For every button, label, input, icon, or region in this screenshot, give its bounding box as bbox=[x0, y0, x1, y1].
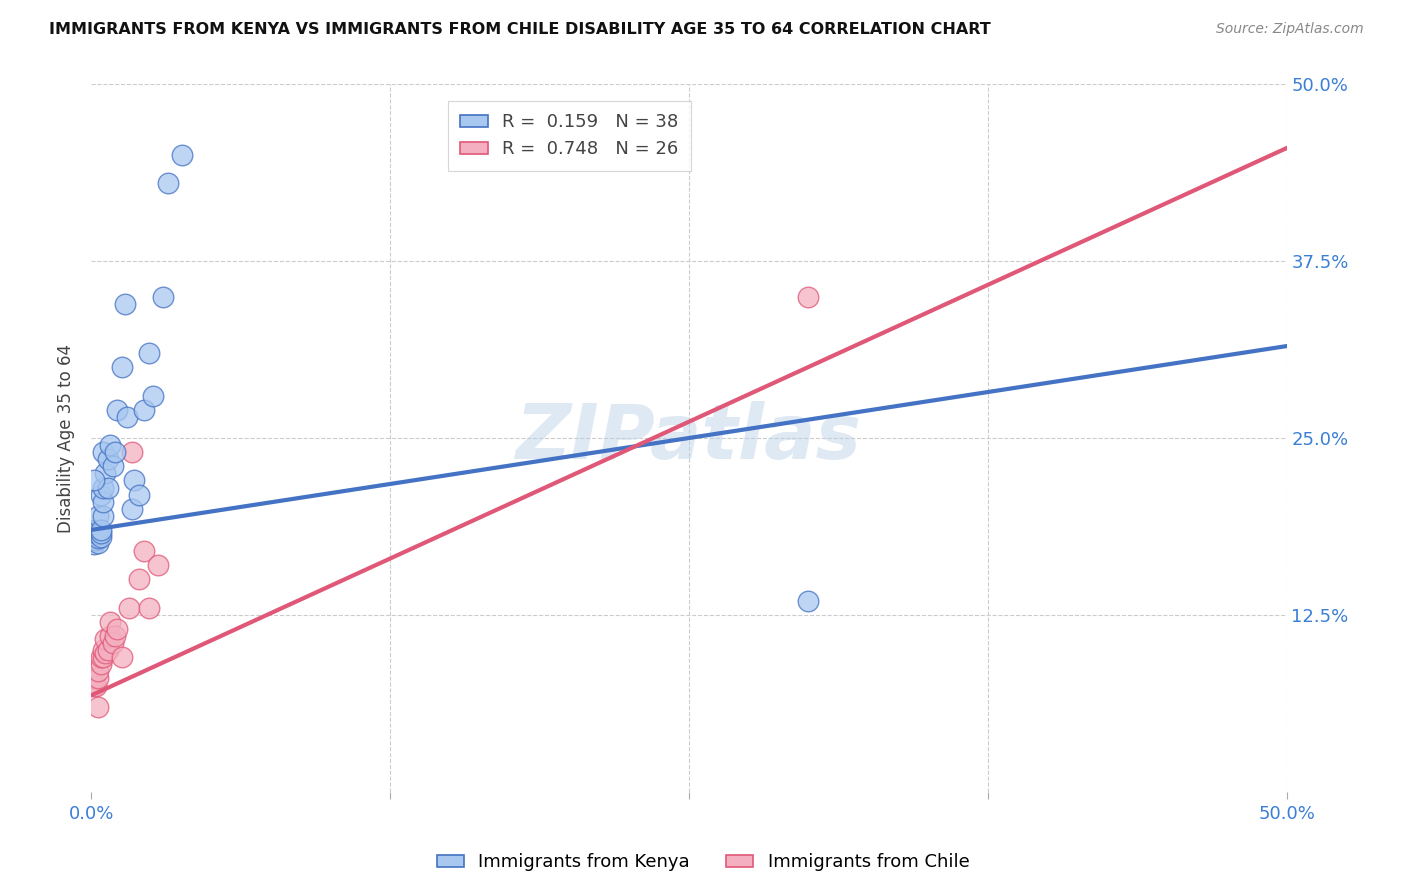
Point bbox=[87, 535, 110, 549]
Point bbox=[152, 289, 174, 303]
Point bbox=[87, 532, 110, 546]
Point bbox=[87, 699, 110, 714]
Point bbox=[87, 523, 110, 537]
Point bbox=[97, 452, 120, 467]
Point bbox=[84, 527, 107, 541]
Point bbox=[132, 402, 155, 417]
Point bbox=[91, 508, 114, 523]
Legend: Immigrants from Kenya, Immigrants from Chile: Immigrants from Kenya, Immigrants from C… bbox=[429, 847, 977, 879]
Point bbox=[91, 650, 114, 665]
Point bbox=[121, 445, 143, 459]
Point bbox=[128, 487, 150, 501]
Text: IMMIGRANTS FROM KENYA VS IMMIGRANTS FROM CHILE DISABILITY AGE 35 TO 64 CORRELATI: IMMIGRANTS FROM KENYA VS IMMIGRANTS FROM… bbox=[49, 22, 991, 37]
Point bbox=[104, 629, 127, 643]
Point bbox=[104, 445, 127, 459]
Point bbox=[87, 527, 110, 541]
Point bbox=[83, 679, 105, 693]
Point bbox=[91, 643, 114, 657]
Point bbox=[83, 537, 105, 551]
Point bbox=[91, 481, 114, 495]
Point bbox=[128, 573, 150, 587]
Point bbox=[101, 459, 124, 474]
Point bbox=[97, 643, 120, 657]
Point bbox=[94, 467, 117, 481]
Point bbox=[138, 600, 160, 615]
Point bbox=[98, 615, 121, 629]
Point bbox=[90, 525, 112, 540]
Point bbox=[107, 402, 129, 417]
Point bbox=[111, 650, 134, 665]
Point bbox=[142, 388, 165, 402]
Point bbox=[97, 481, 120, 495]
Point bbox=[98, 629, 121, 643]
Point bbox=[114, 296, 136, 310]
Point bbox=[797, 289, 820, 303]
Point bbox=[90, 530, 112, 544]
Point bbox=[87, 672, 110, 686]
Point bbox=[90, 657, 112, 672]
Point bbox=[90, 487, 112, 501]
Point bbox=[118, 600, 141, 615]
Point bbox=[797, 593, 820, 607]
Point bbox=[156, 177, 179, 191]
Point bbox=[146, 558, 169, 573]
Point bbox=[91, 494, 114, 508]
Point bbox=[84, 533, 107, 547]
Point bbox=[94, 646, 117, 660]
Point bbox=[115, 409, 138, 424]
Point bbox=[111, 360, 134, 375]
Point bbox=[87, 665, 110, 679]
Point bbox=[83, 474, 105, 488]
Point bbox=[132, 544, 155, 558]
Y-axis label: Disability Age 35 to 64: Disability Age 35 to 64 bbox=[58, 343, 75, 533]
Point bbox=[83, 672, 105, 686]
Point bbox=[94, 632, 117, 646]
Point bbox=[83, 523, 105, 537]
Point bbox=[101, 636, 124, 650]
Text: ZIPatlas: ZIPatlas bbox=[516, 401, 862, 475]
Point bbox=[90, 523, 112, 537]
Point bbox=[98, 438, 121, 452]
Point bbox=[170, 148, 193, 162]
Point bbox=[138, 346, 160, 360]
Point bbox=[84, 679, 107, 693]
Point bbox=[121, 501, 143, 516]
Point bbox=[122, 474, 145, 488]
Point bbox=[87, 508, 110, 523]
Legend: R =  0.159   N = 38, R =  0.748   N = 26: R = 0.159 N = 38, R = 0.748 N = 26 bbox=[447, 101, 690, 171]
Point bbox=[91, 445, 114, 459]
Point bbox=[90, 650, 112, 665]
Text: Source: ZipAtlas.com: Source: ZipAtlas.com bbox=[1216, 22, 1364, 37]
Point bbox=[107, 622, 129, 636]
